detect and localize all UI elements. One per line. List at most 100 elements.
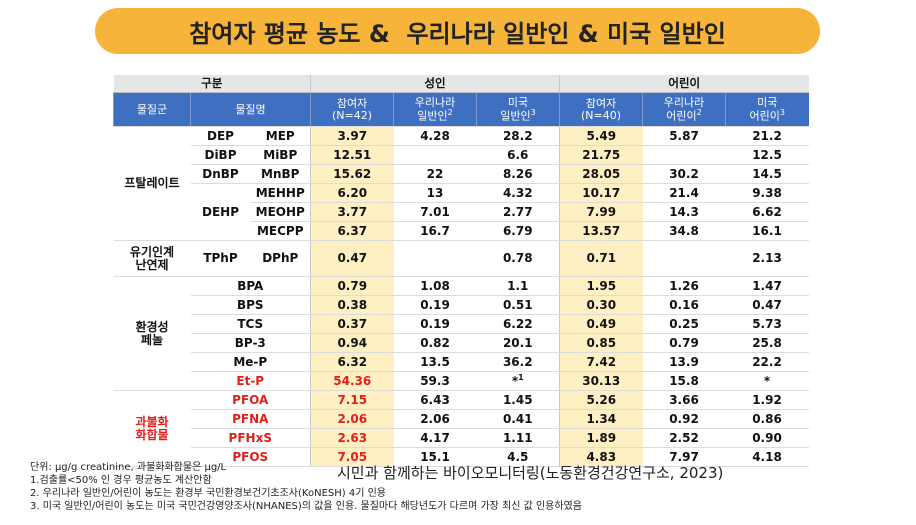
cell-text: 물질명 (235, 102, 266, 116)
cell-text: 5.49 (586, 128, 617, 143)
value-cell: 1.47 (725, 276, 809, 296)
cell-text: 우리나라 일반인 (414, 96, 456, 123)
data-row: DiBP MiBP 12.51 6.6 21.75 12.5 (114, 145, 809, 165)
cell-text: 0.82 (420, 335, 450, 350)
value-cell: 0.47 (310, 240, 394, 277)
value-cell: 1.26 (642, 276, 726, 296)
cell-text: 6.20 (337, 185, 368, 200)
cell-text: 16.1 (752, 223, 782, 238)
header-cell: 어린이 (559, 75, 809, 93)
metabolite-cell: PFOA (190, 390, 311, 410)
cell-text: 22.2 (752, 354, 782, 369)
metabolite-cell: MEHHP (250, 183, 311, 203)
value-cell: 13.57 (559, 221, 643, 241)
value-cell (393, 240, 477, 277)
value-cell: 59.3 (393, 371, 477, 391)
cell-text: 14.5 (752, 166, 782, 181)
value-cell: 5.73 (725, 314, 809, 334)
value-cell: 7.42 (559, 352, 643, 372)
column-header: 참여자 (N=40) (559, 92, 643, 127)
cell-text: 3.97 (337, 128, 368, 143)
value-cell: 1.1 (476, 276, 560, 296)
value-cell: 12.5 (725, 145, 809, 165)
value-cell: 14.5 (725, 164, 809, 184)
value-cell: 0.94 (310, 333, 394, 353)
cell-text: 0.79 (337, 278, 368, 293)
column-header: 물질군 (113, 92, 191, 127)
value-cell: 0.79 (310, 276, 394, 296)
cell-text: 0.37 (337, 316, 368, 331)
cell-text: DnBP (202, 166, 239, 181)
value-cell: 30.2 (642, 164, 726, 184)
column-header: 물질명 (189, 92, 311, 127)
cell-text: 12.51 (333, 147, 372, 162)
cell-text: 3.77 (337, 204, 368, 219)
cell-text: 4.28 (420, 128, 450, 143)
value-cell: 21.4 (642, 183, 726, 203)
cell-text: 8.26 (502, 166, 533, 181)
group-cell: 프탈레이트 (113, 126, 191, 241)
value-cell: 0.19 (393, 314, 477, 334)
group-cell: 환경성 페놀 (113, 276, 191, 391)
value-cell: 0.82 (393, 333, 477, 353)
cell-text: TCS (237, 316, 264, 331)
superscript: 1 (518, 373, 524, 383)
superscript: 3 (779, 107, 785, 117)
value-cell: 21.2 (725, 126, 809, 146)
value-cell: 6.22 (476, 314, 560, 334)
cell-text: 7.01 (420, 204, 450, 219)
cell-text: 우리나라 어린이 (663, 96, 705, 123)
cell-text: 1.26 (669, 278, 699, 293)
value-cell: 3.97 (310, 126, 394, 146)
cell-text: Et-P (236, 373, 265, 388)
value-cell: 7.15 (310, 390, 394, 410)
superscript: 2 (447, 107, 453, 117)
value-cell: 2.77 (476, 202, 560, 222)
value-cell: 0.79 (642, 333, 726, 353)
data-table: 구분 성인 어린이 물질군 물질명 참여자 (N=42) 우리나라 일반인2 미국 일반인3 참… (113, 75, 809, 467)
value-cell: 6.79 (476, 221, 560, 241)
value-cell: 0.78 (476, 240, 560, 277)
metabolite-cell: TCS (190, 314, 311, 334)
value-cell: 3.77 (310, 202, 394, 222)
cell-text: 1.92 (752, 392, 782, 407)
cell-text: 7.15 (337, 392, 368, 407)
cell-text: 4.32 (502, 185, 533, 200)
cell-text: 0.16 (669, 297, 699, 312)
header-row: 구분 성인 어린이 (113, 75, 809, 93)
value-cell: 5.49 (559, 126, 643, 146)
cell-text: 0.25 (669, 316, 699, 331)
cell-text: 36.2 (502, 354, 533, 369)
data-row: 유기인계 난연제 TPhP DPhP 0.47 0.78 0.71 2.13 (113, 240, 809, 277)
value-cell: 0.90 (725, 428, 809, 448)
cell-text: 물질군 (136, 102, 168, 116)
value-cell: 0.49 (559, 314, 643, 334)
cell-text: 5.73 (752, 316, 782, 331)
cell-text: * (763, 373, 771, 388)
cell-text: 2.13 (752, 251, 782, 266)
cell-text: 5.26 (586, 392, 617, 407)
column-header: 참여자 (N=42) (310, 92, 394, 127)
cell-text: 5.87 (669, 128, 699, 143)
cell-text: 15.1 (420, 449, 450, 464)
value-cell: 7.01 (393, 202, 477, 222)
cell-text: 1.89 (586, 430, 617, 445)
value-cell: 28.2 (476, 126, 560, 146)
value-cell: 0.85 (559, 333, 643, 353)
cell-text: 어린이 (668, 76, 701, 91)
cell-text: MnBP (261, 166, 300, 181)
cell-text: 6.43 (420, 392, 450, 407)
header-cell: 구분 (113, 75, 311, 93)
cell-text: 25.8 (752, 335, 782, 350)
cell-text: 2.06 (420, 411, 450, 426)
cell-text: PFOS (232, 449, 269, 464)
value-cell: *1 (476, 371, 560, 391)
data-row: DnBP MnBP 15.62 22 8.26 28.05 30.2 14.5 (114, 164, 809, 184)
cell-text: DEP (207, 128, 234, 143)
superscript: 2 (696, 107, 702, 117)
cell-text: 0.41 (502, 411, 533, 426)
metabolite-cell: BPA (190, 276, 311, 296)
footnote: 1.검출률<50% 인 경우 평균농도 계산안함 (30, 475, 212, 486)
value-cell: 7.97 (642, 447, 726, 467)
